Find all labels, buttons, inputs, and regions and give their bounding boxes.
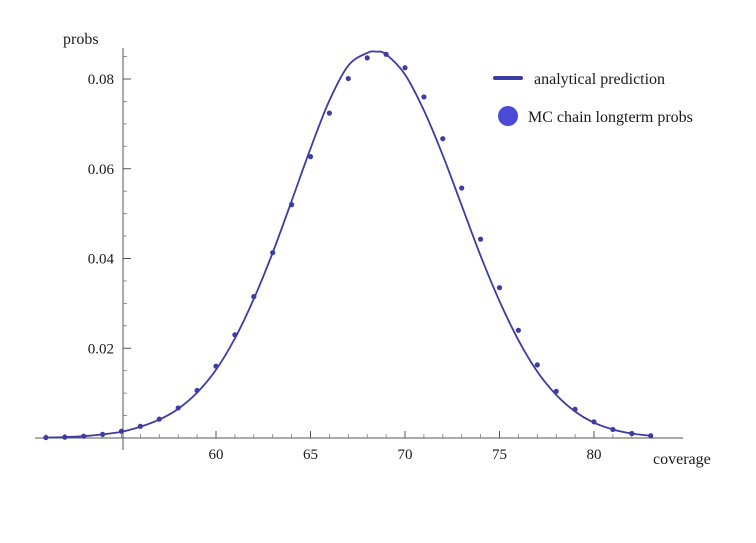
x-axis-label: coverage bbox=[653, 451, 711, 468]
x-axis: 60 65 70 75 80 coverage bbox=[35, 431, 711, 468]
data-point bbox=[194, 387, 200, 394]
legend: analytical prediction MC chain longterm … bbox=[493, 71, 693, 126]
data-point bbox=[289, 202, 295, 208]
data-point bbox=[118, 428, 125, 434]
y-tick-label: 0.04 bbox=[88, 252, 115, 268]
data-point bbox=[270, 250, 276, 256]
x-tick-label: 70 bbox=[398, 447, 413, 463]
data-point bbox=[648, 433, 654, 439]
y-tick-label: 0.02 bbox=[88, 341, 114, 357]
data-point bbox=[175, 405, 181, 411]
data-point bbox=[43, 434, 49, 441]
data-point bbox=[100, 431, 106, 438]
data-point bbox=[534, 362, 540, 368]
data-point bbox=[364, 55, 370, 61]
y-axis-label: probs bbox=[63, 31, 99, 48]
legend-label-mc: MC chain longterm probs bbox=[528, 109, 693, 126]
data-point bbox=[383, 51, 389, 57]
data-point bbox=[307, 154, 314, 160]
y-tick-label: 0.08 bbox=[88, 72, 114, 88]
data-point bbox=[345, 75, 351, 82]
data-point bbox=[440, 136, 446, 142]
data-point bbox=[572, 406, 578, 412]
data-point bbox=[421, 94, 427, 100]
data-point bbox=[553, 388, 559, 394]
x-tick-label: 60 bbox=[209, 447, 224, 463]
data-point bbox=[629, 430, 635, 437]
data-point bbox=[515, 327, 522, 333]
data-point bbox=[459, 185, 465, 191]
data-point bbox=[156, 416, 162, 422]
x-tick-label: 80 bbox=[587, 447, 602, 463]
legend-label-analytical: analytical prediction bbox=[534, 71, 665, 88]
data-point bbox=[610, 426, 616, 433]
y-tick-label: 0.06 bbox=[88, 162, 115, 178]
data-point bbox=[496, 285, 503, 291]
data-point bbox=[137, 423, 143, 429]
analytical-prediction-line bbox=[45, 50, 651, 439]
x-tick-label: 65 bbox=[303, 447, 318, 463]
legend-dot-swatch bbox=[498, 106, 518, 126]
data-point bbox=[478, 236, 484, 242]
data-point bbox=[232, 332, 238, 338]
x-tick-label: 75 bbox=[492, 447, 507, 463]
data-point bbox=[62, 434, 68, 440]
data-point bbox=[251, 294, 257, 300]
data-point bbox=[213, 363, 219, 369]
data-point bbox=[591, 419, 597, 425]
data-point bbox=[326, 110, 332, 116]
mc-chain-points bbox=[43, 51, 654, 441]
data-point bbox=[81, 433, 87, 439]
data-point bbox=[402, 65, 408, 71]
y-axis: 0.02 0.04 0.06 0.08 probs bbox=[63, 31, 131, 450]
